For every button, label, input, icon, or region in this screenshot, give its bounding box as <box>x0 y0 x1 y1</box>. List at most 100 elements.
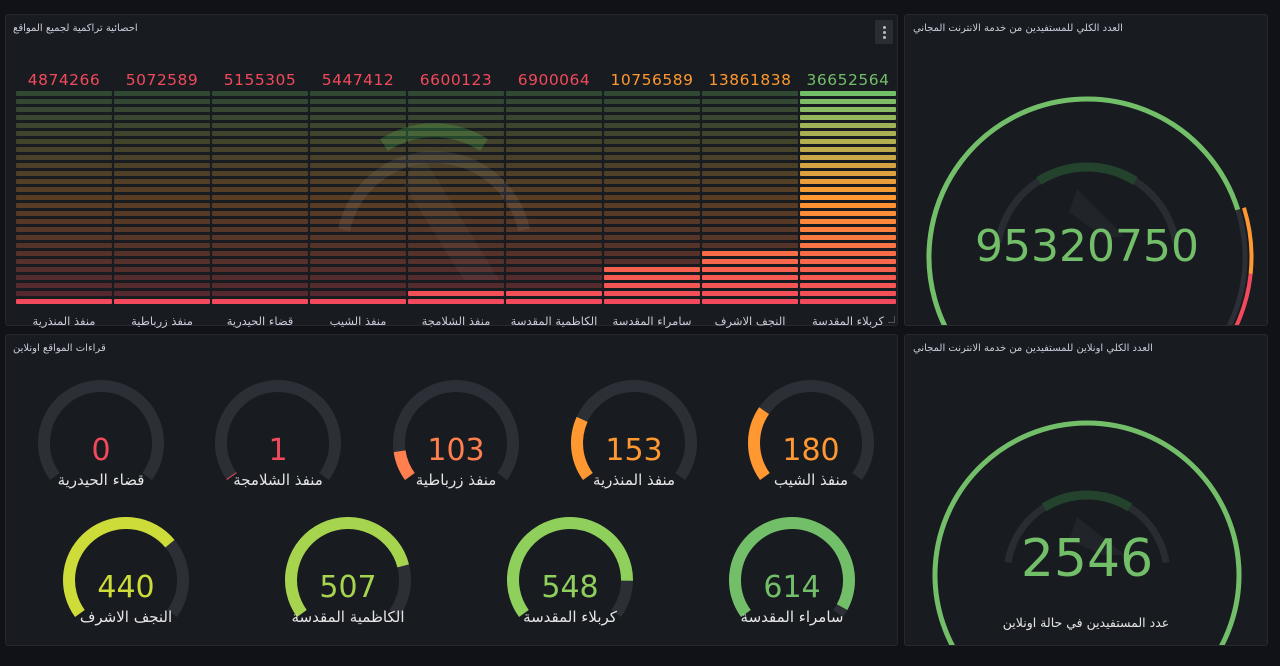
bar-segment <box>800 171 896 176</box>
gauge-value: 440 <box>97 570 155 605</box>
bar-column: 6600123 منفذ الشلامجة <box>408 65 504 335</box>
bar-segment <box>114 155 210 160</box>
gauge-svg <box>38 380 164 481</box>
bar-segment <box>310 227 406 232</box>
bar-label: الكاظمية المقدسة <box>510 314 598 328</box>
bar-segment <box>310 203 406 208</box>
bar-segment <box>16 179 112 184</box>
gauge-value: 103 <box>427 433 485 468</box>
bar-segment <box>408 251 504 256</box>
bar-segment <box>702 99 798 104</box>
bar-segment <box>16 147 112 152</box>
bar-segment <box>604 155 700 160</box>
gauge-label: منفذ زرباطية <box>415 471 497 489</box>
bar-label: منفذ زرباطية <box>131 314 193 328</box>
gauge-label: سامراء المقدسة <box>740 608 844 626</box>
bar-segment <box>702 283 798 288</box>
bar-segment <box>800 179 896 184</box>
bar-segment <box>702 195 798 200</box>
online-caption: عدد المستفيدين في حالة اونلاين <box>1002 615 1170 630</box>
bar-segment <box>408 195 504 200</box>
bar-segment <box>310 99 406 104</box>
bar-value: 5155305 <box>223 71 297 89</box>
bar-segment <box>310 155 406 160</box>
bar-label: منفذ المنذرية <box>32 314 96 328</box>
site-gauge: 507 الكاظمية المقدسة <box>278 510 418 635</box>
bar-segment <box>800 187 896 192</box>
gauge-value-arc <box>926 96 1241 325</box>
bar-column: 10756589 سامراء المقدسة <box>604 65 700 335</box>
bar-segment <box>408 283 504 288</box>
bar-segment <box>310 267 406 272</box>
gauge-value-arc <box>507 517 633 618</box>
bar-segment <box>310 211 406 216</box>
bar-segment <box>506 147 602 152</box>
bar-segment <box>212 251 308 256</box>
panel-title: احصائية تراكمية لجميع المواقع <box>13 23 138 34</box>
bar-segment <box>114 187 210 192</box>
site-gauge: 0 قضاء الحيدرية <box>31 373 171 498</box>
bar-segment <box>506 99 602 104</box>
bar-segment <box>16 251 112 256</box>
bar-segment <box>702 275 798 280</box>
bar-segment <box>702 219 798 224</box>
bar-segment <box>114 291 210 296</box>
resize-handle[interactable] <box>888 316 895 323</box>
online-sites-panel: قراءات المواقع اونلاين 0 قضاء الحيدرية 1 من… <box>5 334 898 646</box>
bar-segment <box>212 171 308 176</box>
bar-segment <box>114 171 210 176</box>
bar-segment <box>506 203 602 208</box>
bar-column: 5072589 منفذ زرباطية <box>114 65 210 335</box>
bar-segment <box>212 227 308 232</box>
gauge-value: 95320750 <box>975 221 1199 272</box>
bar-segment <box>212 91 308 96</box>
bar-segment <box>310 163 406 168</box>
bar-segment <box>604 211 700 216</box>
bar-segment <box>310 299 406 304</box>
bar-segment <box>114 267 210 272</box>
bar-segment <box>114 283 210 288</box>
bar-segment <box>800 163 896 168</box>
bar-segment <box>310 91 406 96</box>
gauge-label: منفذ الشيب <box>773 471 849 489</box>
bar-segment <box>114 235 210 240</box>
bar-segment <box>604 187 700 192</box>
gauge-track <box>38 380 164 481</box>
bar-column: 36652564 كربلاء المقدسة <box>800 65 896 335</box>
kebab-menu-icon[interactable] <box>875 20 893 44</box>
bar-segment <box>212 115 308 120</box>
gauge-value: 548 <box>541 570 599 605</box>
site-gauge: 440 النجف الاشرف <box>56 510 196 635</box>
gauge-value-arc <box>285 517 410 618</box>
bar-segment <box>212 211 308 216</box>
bar-label: النجف الاشرف <box>714 314 786 328</box>
bar-segment <box>16 139 112 144</box>
bar-segment <box>310 259 406 264</box>
bar-segment <box>408 171 504 176</box>
bar-segment <box>408 147 504 152</box>
bar-segment <box>408 107 504 112</box>
bar-value: 36652564 <box>806 71 890 89</box>
bar-segment <box>114 195 210 200</box>
gauge-value: 1 <box>268 433 288 468</box>
bar-segment <box>212 123 308 128</box>
bar-segment <box>702 227 798 232</box>
bar-segment <box>604 291 700 296</box>
bar-segment <box>702 147 798 152</box>
gauge-svg <box>748 380 874 481</box>
bar-segment <box>16 259 112 264</box>
bar-segment <box>212 219 308 224</box>
panel-title: العدد الكلي للمستفيدين من خدمة الانترنت … <box>913 23 1123 34</box>
bar-segment <box>604 139 700 144</box>
bar-label: قضاء الحيدرية <box>226 314 294 328</box>
site-gauge: 180 منفذ الشيب <box>741 373 881 498</box>
bar-segment <box>506 179 602 184</box>
bar-segment <box>212 195 308 200</box>
bar-segment <box>408 155 504 160</box>
bar-segment <box>604 219 700 224</box>
bar-segment <box>114 227 210 232</box>
bar-segment <box>310 235 406 240</box>
gauge-svg <box>932 420 1242 645</box>
bar-segment <box>16 299 112 304</box>
bar-segment <box>16 211 112 216</box>
